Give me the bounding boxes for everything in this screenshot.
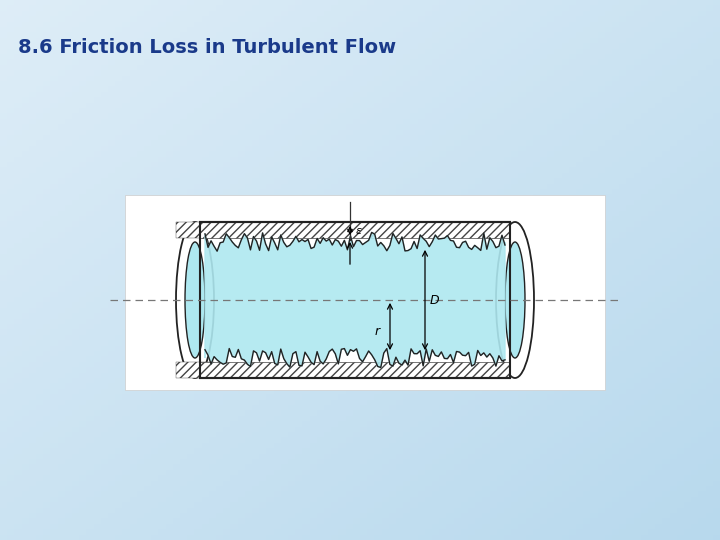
Bar <box>176 222 214 238</box>
Text: 8.6 Friction Loss in Turbulent Flow: 8.6 Friction Loss in Turbulent Flow <box>18 38 396 57</box>
Ellipse shape <box>496 222 534 378</box>
Ellipse shape <box>505 242 525 358</box>
Ellipse shape <box>176 222 214 378</box>
Polygon shape <box>205 232 505 367</box>
Bar <box>200 222 510 238</box>
Bar <box>125 195 605 390</box>
Ellipse shape <box>185 242 205 358</box>
Bar <box>200 222 510 378</box>
Bar <box>176 362 214 378</box>
Bar <box>200 362 510 378</box>
Text: r: r <box>375 325 380 338</box>
Text: ε: ε <box>356 226 362 235</box>
Text: D: D <box>430 294 440 307</box>
